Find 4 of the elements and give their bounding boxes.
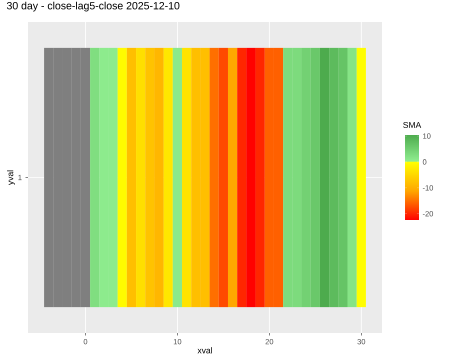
color-bar-title: SMA bbox=[403, 122, 422, 128]
chart-title: 30 day - close-lag5-close 2025-12-10 bbox=[6, 2, 180, 12]
y-axis-title: yval bbox=[7, 170, 15, 186]
x-axis-title: xval bbox=[198, 347, 212, 354]
